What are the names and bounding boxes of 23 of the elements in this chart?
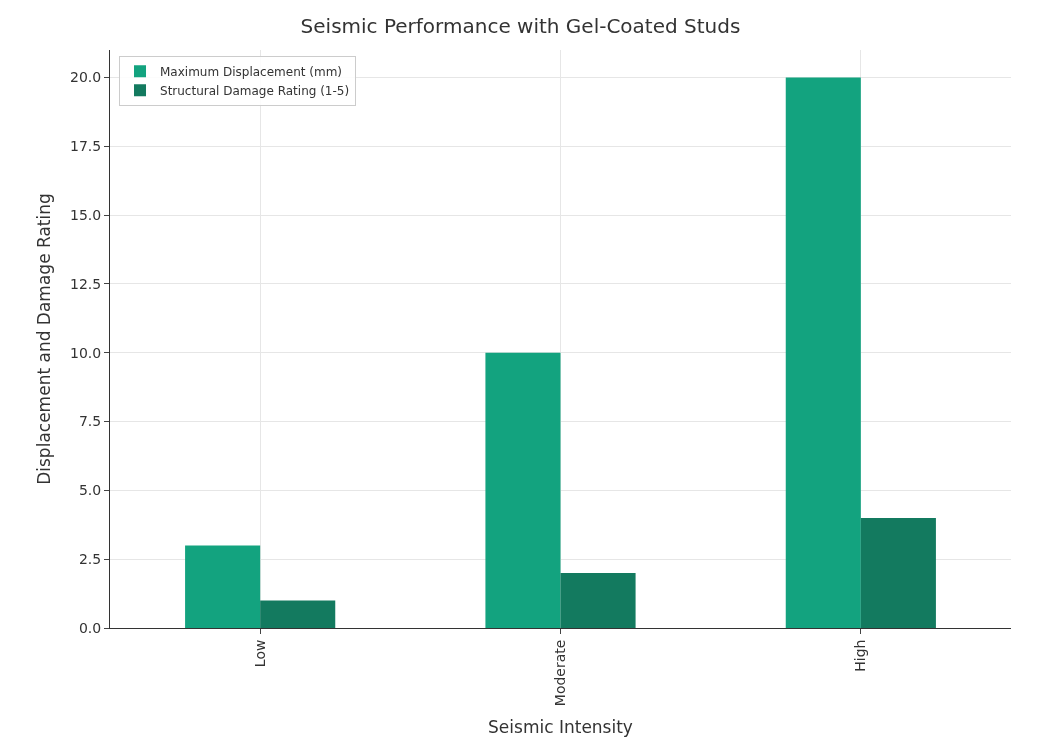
legend-label: Maximum Displacement (mm) bbox=[160, 64, 343, 79]
x-tick-label: Moderate bbox=[552, 639, 569, 707]
bar bbox=[185, 545, 261, 628]
y-tick-label: 20.0 bbox=[70, 69, 102, 86]
y-tick-label: 0.0 bbox=[78, 619, 102, 636]
x-tick-label: High bbox=[852, 639, 869, 672]
bar bbox=[260, 600, 336, 628]
x-tick-label: Low bbox=[251, 639, 268, 668]
y-tick-label: 12.5 bbox=[70, 275, 102, 292]
y-tick-label: 2.5 bbox=[78, 551, 102, 568]
y-tick-label: 7.5 bbox=[78, 413, 102, 430]
y-tick-label: 15.0 bbox=[70, 207, 102, 224]
bar bbox=[860, 517, 936, 628]
bar bbox=[785, 77, 861, 628]
bar bbox=[485, 352, 561, 628]
legend-label: Structural Damage Rating (1-5) bbox=[160, 83, 350, 98]
x-axis-title: Seismic Intensity bbox=[488, 716, 633, 737]
chart-title: Seismic Performance with Gel-Coated Studs bbox=[300, 13, 741, 38]
y-tick-label: 10.0 bbox=[70, 344, 102, 361]
y-tick-label: 5.0 bbox=[78, 482, 102, 499]
y-tick-label: 17.5 bbox=[70, 138, 102, 155]
bar bbox=[560, 572, 636, 628]
y-axis-title: Displacement and Damage Rating bbox=[33, 193, 54, 485]
